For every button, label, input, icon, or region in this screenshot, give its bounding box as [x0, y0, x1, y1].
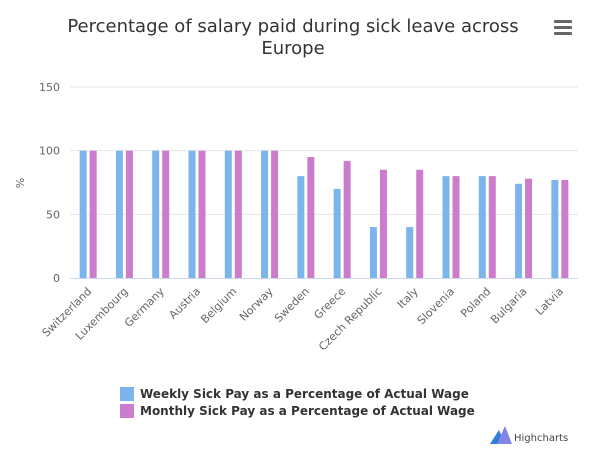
legend-item-weekly[interactable]: Weekly Sick Pay as a Percentage of Actua…	[120, 387, 469, 401]
bar-weekly[interactable]	[551, 179, 559, 278]
bar-weekly[interactable]	[188, 150, 196, 278]
x-tick-label: Italy	[395, 285, 421, 311]
bar-monthly[interactable]	[198, 150, 206, 278]
x-tick-label: Belgium	[198, 285, 239, 326]
bar-monthly[interactable]	[125, 150, 133, 278]
bar-monthly[interactable]	[307, 157, 315, 278]
x-tick-label: Slovenia	[415, 285, 457, 327]
bar-monthly[interactable]	[343, 160, 351, 278]
legend-label-weekly: Weekly Sick Pay as a Percentage of Actua…	[140, 387, 469, 401]
bars	[79, 150, 569, 278]
highcharts-credits[interactable]: Highcharts	[490, 426, 568, 444]
y-tick-label: 150	[39, 81, 60, 94]
hamburger-menu-icon[interactable]	[548, 14, 576, 38]
bar-weekly[interactable]	[515, 183, 523, 278]
bar-monthly[interactable]	[488, 176, 496, 278]
chart-title-line2: Europe	[261, 38, 324, 59]
credits-text: Highcharts	[514, 433, 568, 444]
bar-weekly[interactable]	[406, 227, 414, 278]
x-tick-label: Germany	[122, 285, 167, 330]
bar-monthly[interactable]	[379, 169, 387, 278]
bar-weekly[interactable]	[261, 150, 269, 278]
chart-title-line1: Percentage of salary paid during sick le…	[67, 16, 518, 37]
bar-monthly[interactable]	[89, 150, 97, 278]
highcharts-logo-icon	[490, 426, 512, 444]
y-axis-title: %	[14, 178, 27, 188]
bar-monthly[interactable]	[452, 176, 460, 278]
x-tick-label: Czech Republic	[316, 285, 384, 353]
y-tick-label: 50	[46, 208, 60, 221]
bar-weekly[interactable]	[442, 176, 450, 278]
bar-monthly[interactable]	[162, 150, 170, 278]
legend-swatch-weekly	[120, 387, 134, 401]
bar-monthly[interactable]	[234, 150, 242, 278]
bar-monthly[interactable]	[525, 178, 533, 278]
bar-weekly[interactable]	[333, 188, 341, 278]
bar-weekly[interactable]	[369, 227, 377, 278]
gridlines	[70, 86, 578, 215]
x-tick-label: Austria	[166, 285, 203, 322]
bar-weekly[interactable]	[152, 150, 160, 278]
x-tick-label: Poland	[458, 285, 493, 320]
bar-weekly[interactable]	[115, 150, 123, 278]
bar-monthly[interactable]	[416, 169, 424, 278]
legend-swatch-monthly	[120, 404, 134, 418]
legend-label-monthly: Monthly Sick Pay as a Percentage of Actu…	[140, 404, 475, 418]
y-axis-ticks: 0 50 100 150	[39, 81, 60, 285]
bar-monthly[interactable]	[271, 150, 279, 278]
bar-monthly[interactable]	[561, 179, 569, 278]
x-tick-label: Norway	[237, 285, 276, 324]
x-tick-label: Latvia	[533, 285, 566, 318]
y-tick-label: 100	[39, 145, 60, 158]
bar-weekly[interactable]	[224, 150, 232, 278]
legend: Weekly Sick Pay as a Percentage of Actua…	[120, 387, 475, 418]
x-tick-label: Bulgaria	[488, 285, 529, 326]
bar-weekly[interactable]	[297, 176, 305, 278]
y-tick-label: 0	[53, 272, 60, 285]
bar-weekly[interactable]	[478, 176, 486, 278]
x-tick-label: Sweden	[272, 285, 312, 325]
bar-weekly[interactable]	[79, 150, 87, 278]
legend-item-monthly[interactable]: Monthly Sick Pay as a Percentage of Actu…	[120, 404, 475, 418]
